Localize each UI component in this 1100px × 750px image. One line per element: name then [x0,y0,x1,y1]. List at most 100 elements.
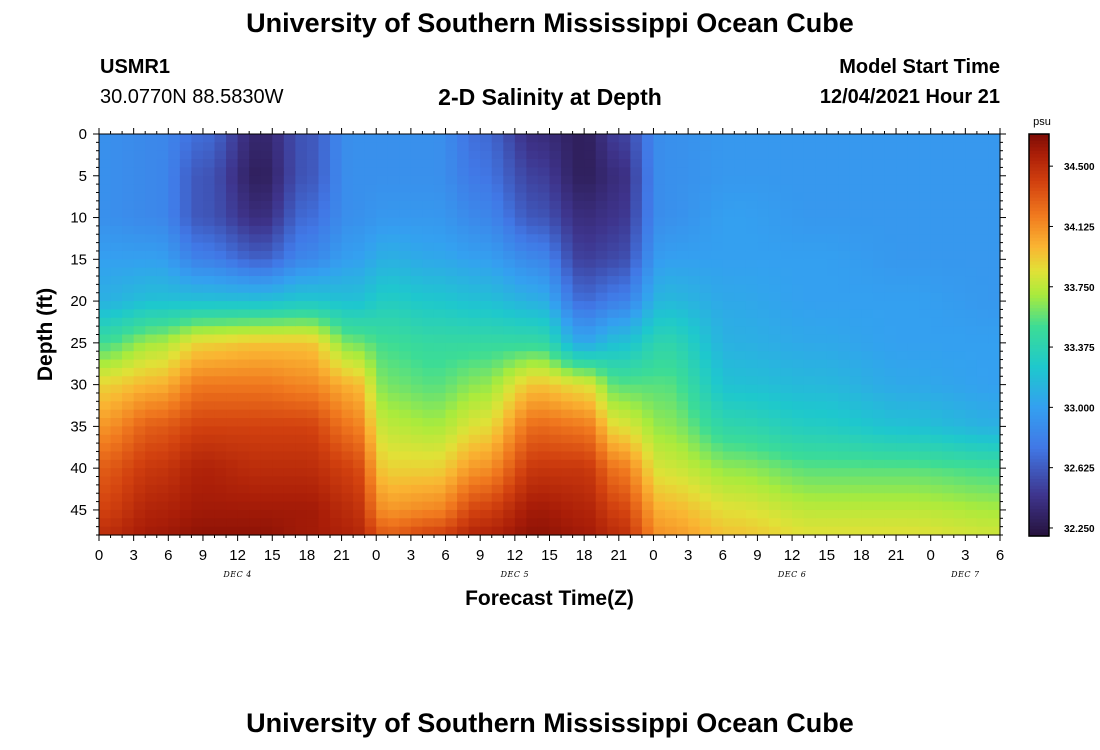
heatmap-cell [237,184,250,194]
heatmap-cell [214,200,227,210]
heatmap-cell [896,200,909,210]
heatmap-cell [514,509,527,519]
heatmap-cell [549,159,562,169]
colorbar-segment [1029,291,1049,296]
heatmap-cell [514,234,527,244]
heatmap-cell [699,184,712,194]
heatmap-cell [179,401,193,411]
heatmap-cell [757,242,770,252]
heatmap-cell [826,192,839,202]
heatmap-cell [133,484,146,494]
heatmap-cell [480,234,493,244]
heatmap-cell [330,267,343,277]
colorbar-segment [1029,479,1049,483]
heatmap-cell [537,426,551,436]
heatmap-cell [618,209,631,219]
heatmap-cell [780,409,793,419]
heatmap-cell [491,476,504,486]
heatmap-cell [260,443,273,453]
heatmap-cell [237,459,250,469]
heatmap-cell [122,493,135,503]
heatmap-cell [907,284,920,294]
heatmap-cell [930,392,943,402]
heatmap-cell [780,167,793,177]
heatmap-cell [803,217,816,227]
heatmap-cell [665,292,678,302]
heatmap-cell [226,309,239,319]
heatmap-cell [919,359,932,369]
heatmap-cell [711,142,724,152]
heatmap-cell [838,426,851,436]
heatmap-cell [537,451,551,461]
heatmap-cell [156,434,169,444]
heatmap-cell [688,501,701,511]
heatmap-cell [745,501,759,511]
heatmap-cell [156,443,169,453]
heatmap-cell [930,367,943,377]
heatmap-cell [988,484,1001,494]
heatmap-cell [526,493,539,503]
heatmap-cell [549,192,562,202]
heatmap-cell [318,484,331,494]
heatmap-cell [283,501,296,511]
heatmap-cell [457,443,470,453]
heatmap-cell [445,301,458,311]
heatmap-cell [537,359,551,369]
heatmap-cell [526,526,539,536]
heatmap-cell [930,418,943,427]
heatmap-cell [249,184,262,194]
heatmap-cell [503,476,516,486]
heatmap-cell [376,309,389,319]
heatmap-cell [722,301,735,311]
heatmap-cell [272,159,285,169]
heatmap-cell [872,334,886,344]
heatmap-cell [260,451,273,461]
heatmap-cell [618,142,631,152]
heatmap-cell [884,225,897,235]
heatmap-cell [757,476,770,486]
heatmap-cell [792,259,805,269]
heatmap-cell [272,209,285,219]
colorbar-segment [1029,489,1049,494]
heatmap-cell [734,376,747,386]
heatmap-cell [179,276,193,285]
heatmap-cell [942,409,955,419]
heatmap-cell [387,200,400,210]
heatmap-cell [849,242,862,252]
heatmap-cell [214,367,227,377]
colorbar-segment [1029,264,1049,269]
heatmap-cell [422,526,435,536]
heatmap-cell [295,476,308,486]
heatmap-cell [318,334,331,344]
colorbar-segment [1029,257,1049,262]
heatmap-cell [179,167,193,177]
heatmap-cell [295,376,308,386]
heatmap-cell [283,367,296,377]
heatmap-cell [202,476,216,486]
heatmap-cell [295,484,308,494]
heatmap-cell [226,459,239,469]
heatmap-cell [884,468,897,478]
heatmap-cell [145,359,158,369]
heatmap-cell [792,159,805,169]
heatmap-cell [757,209,770,219]
heatmap-cell [491,443,504,453]
heatmap-cell [572,426,585,436]
colorbar-segment [1029,472,1049,477]
heatmap-cell [792,309,805,319]
heatmap-cell [422,334,435,344]
heatmap-cell [768,342,782,352]
heatmap-cell [815,351,828,361]
heatmap-cell [757,493,770,503]
heatmap-cell [272,184,285,194]
heatmap-cell [399,401,412,411]
heatmap-cell [537,175,551,185]
heatmap-cell [399,250,412,260]
heatmap-cell [445,443,458,453]
heatmap-cell [976,284,990,294]
heatmap-cell [607,292,620,302]
heatmap-cell [988,200,1001,210]
heatmap-cell [468,301,481,311]
heatmap-cell [445,150,458,160]
heatmap-cell [353,242,366,252]
